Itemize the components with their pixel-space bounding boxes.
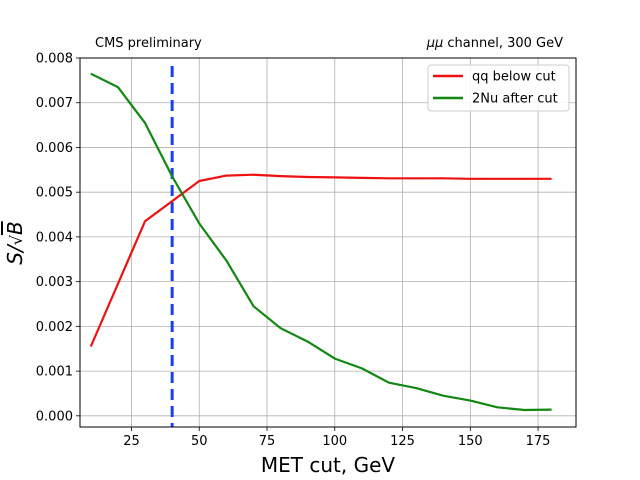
series-line-2nu-after-cut: [90, 72, 552, 412]
legend-box: [427, 64, 570, 112]
legend-label-qq-below-cut: qq below cut: [472, 70, 556, 85]
plot-frame: [79, 57, 577, 428]
series-line-qq-below-cut: [89, 173, 552, 347]
chart-title-right: μμ channel, 300 GeV: [426, 36, 563, 51]
y-tick-label: 0.008: [36, 52, 73, 67]
grid: [80, 57, 576, 427]
y-tick-label: 0.006: [36, 141, 73, 156]
x-tick-label: 25: [123, 434, 140, 449]
y-tick-label: 0.004: [36, 230, 73, 245]
y-tick-label: 0.007: [36, 96, 73, 111]
x-tick-label: 75: [259, 434, 276, 449]
legend-label-2nu-after-cut: 2Nu after cut: [472, 92, 558, 107]
x-axis-ticks: 25 50 75 100 125 150 175: [123, 427, 550, 449]
y-tick-label: 0.001: [36, 365, 73, 380]
x-tick-label: 175: [526, 434, 551, 449]
x-tick-label: 125: [390, 434, 415, 449]
series-layer: [89, 72, 552, 412]
y-tick-label: 0.005: [36, 186, 73, 201]
x-tick-label: 100: [322, 434, 347, 449]
y-axis-label: S/√B: [3, 221, 27, 264]
legend: qq below cut 2Nu after cut: [427, 64, 570, 112]
x-axis-label: MET cut, GeV: [261, 453, 395, 477]
y-tick-label: 0.002: [36, 320, 73, 335]
y-tick-label: 0.003: [36, 275, 73, 290]
y-tick-label: 0.000: [36, 409, 73, 424]
x-tick-label: 150: [458, 434, 483, 449]
chart-title-left: CMS preliminary: [95, 36, 202, 51]
x-tick-label: 50: [191, 434, 208, 449]
y-axis-ticks: 0.000 0.001 0.002 0.003 0.004 0.005 0.006 0.007…: [36, 52, 80, 424]
